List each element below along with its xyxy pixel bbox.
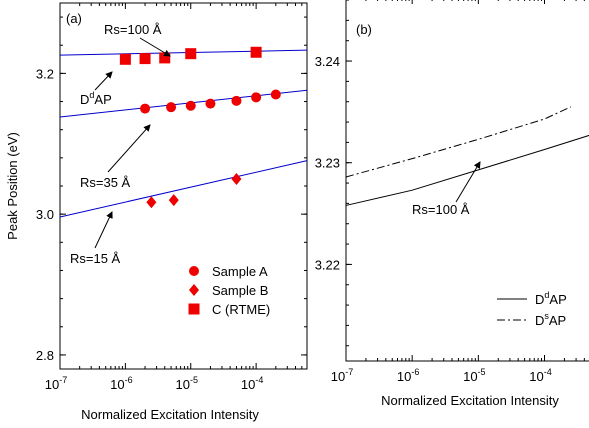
axis-b-ytick-label: 3.24 [315,54,340,69]
axis-b-xtick-label: 10-7 [331,367,353,384]
fit-line-0 [59,49,308,56]
panel-b-frame [345,0,589,362]
axis-a-xtick-label: 10-4 [241,375,263,392]
axis-a-xtick-label: 10-5 [176,375,198,392]
xlabel-a: Normalized Excitation Intensity [81,407,259,422]
legend-b: DdAP DsAP [497,290,567,328]
data-point-square [185,48,197,60]
axis-b-xtick-label: 10-4 [529,367,551,384]
data-point-diamond [168,194,179,207]
data-point-circle [140,103,151,114]
data-point-circle [270,89,281,100]
legend-marker-circle [189,266,199,276]
annotation-rs35-a: Rs=35 Å [80,175,131,190]
legend-a: Sample A Sample B C (RTME) [188,264,270,317]
annotation-rs15-a: Rs=15 Å [70,251,121,266]
legend-marker-square [188,303,200,315]
axis-b-ytick-label: 3.23 [315,156,340,171]
axis-b-xtick-label: 10-6 [397,367,419,384]
panel-a-label: (a) [66,11,82,26]
data-point-circle [166,102,177,113]
data-point-circle [231,95,242,106]
axis-b-xtick-label: 10-5 [463,367,485,384]
fit-line-1 [59,89,308,118]
data-point-circle [251,92,262,103]
data-point-square [139,53,151,65]
annotation-rs100-b: Rs=100 Å [412,202,470,217]
legend-label: C (RTME) [212,302,270,317]
panel-b: (b) 10-7 10-6 10-5 10-4 3.22 3.23 3.24 Rs=100 … [315,0,589,408]
data-point-circle [205,98,216,109]
legend-label: DdAP [535,290,567,307]
fit-line-2 [59,160,308,218]
arrow-ddap-a [94,71,113,91]
series-line-solid [345,134,589,206]
xlabel-b: Normalized Excitation Intensity [381,393,559,408]
axis-a-ytick-label: 2.8 [36,348,54,363]
legend-label: Sample B [212,283,268,298]
legend-label: DsAP [535,311,566,328]
data-point-diamond [146,196,157,209]
annotation-rs100-a: Rs=100 Å [104,22,162,37]
annotation-ddap-a: DdAP [80,90,112,107]
legend-marker-diamond [189,284,199,296]
ylabel-a: Peak Position (eV) [5,132,20,240]
arrow-rs100-b [455,161,481,203]
data-point-square [250,46,262,58]
data-point-square [159,52,171,64]
axis-b-ytick-label: 3.22 [315,257,340,272]
data-point-circle [185,100,196,111]
axis-a-xtick-label: 10-6 [110,375,132,392]
arrow-rs15-a [94,211,113,249]
arrow-rs100-a [139,37,171,57]
data-point-square [119,53,131,65]
axis-a-ytick-label: 3.2 [36,66,54,81]
legend-label: Sample A [212,264,268,279]
panel-b-label: (b) [356,22,372,37]
panel-a: (a) 10-7 10-6 10-5 10-4 2.8 3.0 3.2 Rs=100 Å D… [5,2,308,422]
data-point-diamond [231,172,242,185]
series-line-dashdot [345,106,572,178]
axis-a-ytick-label: 3.0 [36,207,54,222]
arrow-rs35-a [107,124,151,173]
axis-a-xtick-label: 10-7 [45,375,67,392]
